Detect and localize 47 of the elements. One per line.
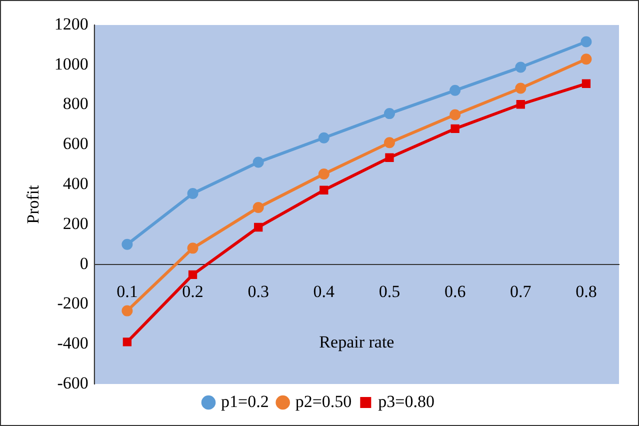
- x-tick-label: 0.5: [378, 282, 400, 301]
- point: [122, 238, 133, 250]
- point: [318, 168, 330, 180]
- y-axis-title: Profit: [24, 184, 43, 224]
- y-tick-label: -600: [57, 373, 88, 392]
- point: [252, 156, 264, 168]
- point: [252, 202, 264, 213]
- point: [582, 79, 591, 88]
- legend-label: p1=0.2: [220, 392, 269, 411]
- point: [187, 188, 198, 200]
- legend-label: p2=0.50: [295, 392, 352, 411]
- x-tick-label: 0.3: [248, 282, 269, 301]
- y-tick-label: 600: [62, 134, 88, 154]
- y-tick-label: -200: [57, 294, 88, 313]
- point: [187, 242, 198, 254]
- point: [515, 62, 526, 73]
- point: [385, 153, 394, 162]
- point: [122, 338, 132, 346]
- x-tick-label: 0.6: [444, 282, 466, 301]
- x-tick-label: 0.1: [116, 282, 138, 301]
- point: [188, 270, 198, 280]
- y-tick-label: 1000: [54, 54, 88, 74]
- point: [318, 132, 330, 144]
- x-tick-label: 0.7: [510, 282, 532, 301]
- point: [450, 124, 460, 134]
- legend-label: p3=0.80: [378, 392, 435, 411]
- y-tick-label: 400: [62, 174, 88, 194]
- y-tick-label: 0: [80, 254, 88, 273]
- x-tick-label: 0.4: [313, 282, 336, 301]
- point: [122, 305, 133, 316]
- point: [515, 82, 526, 94]
- y-tick-label: 800: [62, 94, 88, 114]
- point: [450, 109, 461, 120]
- y-tick-label: 200: [62, 214, 88, 233]
- point: [450, 84, 461, 96]
- y-tick-label: -400: [57, 334, 88, 353]
- x-tick-label: 0.8: [576, 282, 597, 301]
- point: [320, 186, 328, 194]
- y-tick-label: 1200: [54, 14, 88, 34]
- point: [384, 137, 395, 148]
- point: [580, 54, 592, 65]
- x-axis-title: Repair rate: [319, 332, 394, 352]
- point: [580, 36, 592, 48]
- point: [384, 108, 395, 120]
- point: [516, 100, 525, 109]
- x-tick-label: 0.2: [182, 282, 204, 301]
- point: [254, 222, 263, 232]
